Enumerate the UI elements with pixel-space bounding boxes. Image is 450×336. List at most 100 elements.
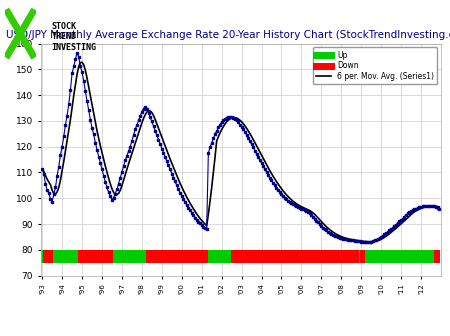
Bar	[375, 250, 377, 263]
Bar	[289, 250, 291, 263]
Bar	[420, 250, 422, 263]
Bar	[186, 250, 188, 263]
Bar	[310, 250, 312, 263]
Bar	[51, 250, 53, 263]
Bar	[387, 250, 389, 263]
Bar	[397, 250, 399, 263]
Bar	[239, 250, 241, 263]
Bar	[324, 250, 325, 263]
Bar	[75, 250, 76, 263]
Bar	[222, 250, 224, 263]
Bar	[317, 250, 319, 263]
Bar	[282, 250, 284, 263]
Bar	[130, 250, 131, 263]
Bar	[301, 250, 302, 263]
Bar	[96, 250, 98, 263]
Bar	[427, 250, 428, 263]
Bar	[88, 250, 90, 263]
Bar	[50, 250, 51, 263]
Bar	[99, 250, 101, 263]
Bar	[379, 250, 380, 263]
Bar	[384, 250, 385, 263]
Bar	[369, 250, 370, 263]
Bar	[251, 250, 252, 263]
Bar	[392, 250, 394, 263]
Bar	[410, 250, 412, 263]
Bar	[315, 250, 317, 263]
Bar	[430, 250, 432, 263]
Bar	[104, 250, 106, 263]
Bar	[211, 250, 212, 263]
Bar	[261, 250, 262, 263]
Bar	[71, 250, 73, 263]
Bar	[418, 250, 420, 263]
Bar	[346, 250, 347, 263]
Bar	[80, 250, 81, 263]
Bar	[281, 250, 282, 263]
Bar	[254, 250, 256, 263]
Bar	[65, 250, 66, 263]
Bar	[114, 250, 116, 263]
Bar	[76, 250, 78, 263]
Bar	[360, 250, 362, 263]
Bar	[319, 250, 320, 263]
Bar	[320, 250, 322, 263]
Bar	[199, 250, 201, 263]
Bar	[111, 250, 113, 263]
Bar	[148, 250, 149, 263]
Bar	[372, 250, 374, 263]
Bar	[231, 250, 233, 263]
Bar	[158, 250, 159, 263]
Bar	[151, 250, 153, 263]
Bar	[302, 250, 304, 263]
Bar	[327, 250, 329, 263]
Bar	[59, 250, 61, 263]
Bar	[286, 250, 287, 263]
Bar	[159, 250, 161, 263]
Bar	[48, 250, 50, 263]
Bar	[198, 250, 199, 263]
Bar	[169, 250, 171, 263]
Bar	[279, 250, 281, 263]
Bar	[276, 250, 277, 263]
Bar	[229, 250, 231, 263]
Bar	[402, 250, 404, 263]
Bar	[400, 250, 402, 263]
Bar	[162, 250, 164, 263]
Bar	[335, 250, 337, 263]
Bar	[272, 250, 274, 263]
Bar	[164, 250, 166, 263]
Bar	[193, 250, 194, 263]
Bar	[262, 250, 264, 263]
Bar	[233, 250, 234, 263]
Bar	[123, 250, 124, 263]
Bar	[362, 250, 364, 263]
Title: USD/JPY Monthly Average Exchange Rate 20-Year History Chart (StockTrendInvesting: USD/JPY Monthly Average Exchange Rate 20…	[6, 30, 450, 40]
Bar	[365, 250, 367, 263]
Bar	[314, 250, 315, 263]
Bar	[206, 250, 207, 263]
Bar	[85, 250, 86, 263]
Bar	[194, 250, 196, 263]
Bar	[196, 250, 198, 263]
Bar	[269, 250, 270, 263]
Bar	[45, 250, 46, 263]
Bar	[356, 250, 357, 263]
Bar	[41, 250, 43, 263]
Bar	[425, 250, 427, 263]
Bar	[339, 250, 341, 263]
Bar	[140, 250, 141, 263]
Bar	[181, 250, 183, 263]
Bar	[234, 250, 236, 263]
Bar	[374, 250, 375, 263]
Bar	[189, 250, 191, 263]
Bar	[103, 250, 104, 263]
Bar	[417, 250, 419, 263]
Bar	[249, 250, 251, 263]
Bar	[332, 250, 334, 263]
Bar	[146, 250, 148, 263]
Bar	[404, 250, 405, 263]
Bar	[136, 250, 138, 263]
Bar	[351, 250, 352, 263]
Bar	[423, 250, 425, 263]
